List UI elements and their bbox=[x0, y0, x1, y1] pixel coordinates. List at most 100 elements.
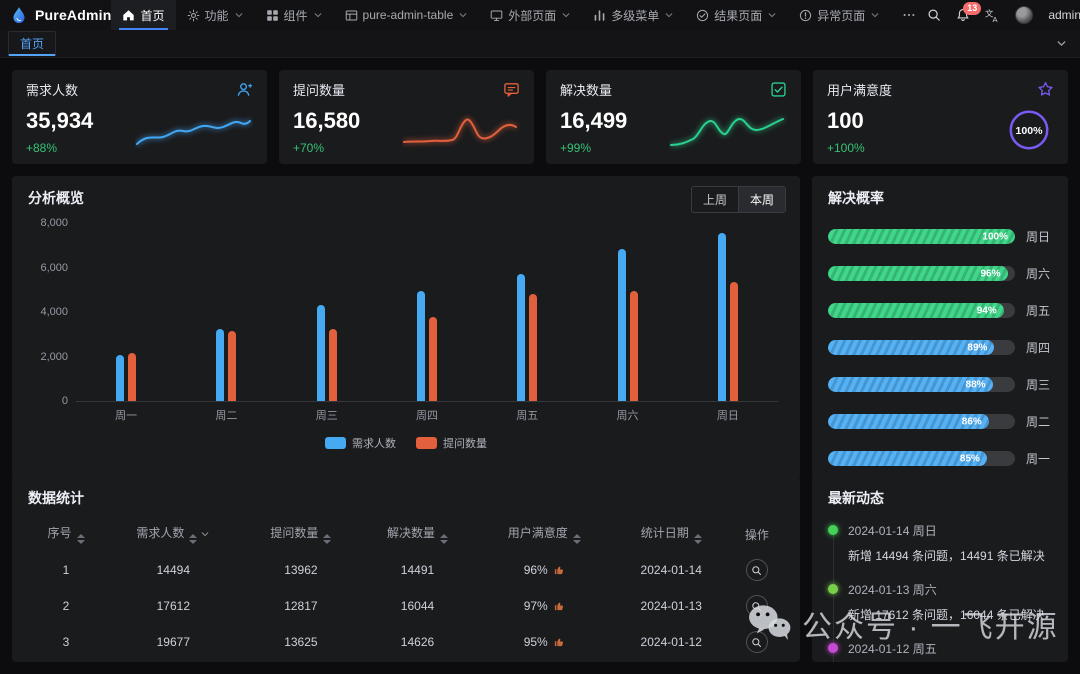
view-row-button[interactable] bbox=[745, 631, 768, 653]
bar-需求人数 bbox=[316, 304, 325, 401]
nav-item-label: 外部页面 bbox=[508, 8, 557, 23]
solve-rate-row-周一: 85% 周一 bbox=[828, 450, 1052, 467]
middle-row: 分析概览 上周 本周 0 2,000 4,000 6,000 8,000 周一 周二 周三 周四… bbox=[12, 176, 1068, 479]
analysis-overview-title: 分析概览 bbox=[28, 190, 84, 206]
magnifier-icon bbox=[751, 565, 762, 576]
stat-card-4: 用户满意度 100 +100% 100% bbox=[813, 70, 1068, 164]
stat-card-1: 需求人数 35,934 +88% bbox=[12, 70, 267, 164]
sort-caret-icon[interactable] bbox=[572, 534, 581, 544]
table-header-解决数量[interactable]: 解决数量 bbox=[359, 516, 476, 552]
timeline-item: 2024-01-14 周日 新增 14494 条问题，14491 条已解决 bbox=[828, 522, 1052, 564]
bar-group-周五 bbox=[517, 224, 538, 401]
progress-fill: 94% bbox=[828, 303, 1004, 318]
satisfaction-gauge: 100% bbox=[1006, 107, 1052, 153]
stat-value: 35,934 bbox=[26, 108, 94, 133]
sort-caret-icon[interactable] bbox=[76, 534, 85, 544]
table-header-需求人数[interactable]: 需求人数 bbox=[104, 516, 243, 552]
sort-caret-icon[interactable] bbox=[439, 534, 448, 544]
bar-group-周日 bbox=[717, 224, 738, 401]
progress-track: 89% bbox=[828, 340, 1015, 355]
tab-home[interactable]: 首页 bbox=[8, 31, 57, 56]
week-toggle-this-week[interactable]: 本周 bbox=[737, 187, 785, 212]
stat-title: 提问数量 bbox=[293, 83, 346, 98]
latest-news-title: 最新动态 bbox=[828, 490, 884, 506]
filter-chevron-down-icon[interactable] bbox=[200, 528, 210, 542]
nav-item-result-pages[interactable]: 结果页面 bbox=[685, 0, 788, 30]
timeline-item: 2024-01-13 周六 新增 17612 条问题，16044 条已解决 bbox=[828, 581, 1052, 623]
table-header-序号[interactable]: 序号 bbox=[28, 516, 104, 552]
tab-menu-chevron-down-icon[interactable] bbox=[1055, 37, 1072, 50]
sort-caret-icon[interactable] bbox=[189, 534, 198, 544]
view-row-button[interactable] bbox=[745, 595, 768, 617]
chevron-down-icon bbox=[313, 10, 323, 20]
check-square-icon bbox=[770, 81, 787, 98]
solve-rate-title: 解决概率 bbox=[828, 190, 884, 206]
legend-item-提问数量[interactable]: 提问数量 bbox=[416, 435, 487, 451]
stat-delta: +88% bbox=[26, 141, 58, 155]
solve-rate-row-周六: 96% 周六 bbox=[828, 265, 1052, 282]
bar-提问数量 bbox=[529, 293, 538, 401]
stat-delta: +100% bbox=[827, 141, 865, 155]
bar-group-周三 bbox=[316, 224, 337, 401]
search-icon[interactable] bbox=[927, 8, 941, 22]
legend-item-需求人数[interactable]: 需求人数 bbox=[325, 435, 396, 451]
analysis-overview-card: 分析概览 上周 本周 0 2,000 4,000 6,000 8,000 周一 周二 周三 周四… bbox=[12, 176, 800, 479]
more-icon bbox=[902, 8, 916, 22]
sort-caret-icon[interactable] bbox=[693, 534, 702, 544]
sort-caret-icon[interactable] bbox=[323, 534, 332, 544]
nav-item-label: 结果页面 bbox=[714, 8, 763, 23]
username[interactable]: admin bbox=[1048, 8, 1080, 22]
thumb-up-icon bbox=[553, 636, 565, 648]
progress-percent: 86% bbox=[961, 416, 982, 427]
table-header-用户满意度[interactable]: 用户满意度 bbox=[476, 516, 613, 552]
stat-title: 用户满意度 bbox=[827, 83, 893, 98]
grid-icon bbox=[266, 9, 279, 22]
nav-item-components[interactable]: 组件 bbox=[255, 0, 334, 30]
solve-rate-row-周四: 89% 周四 bbox=[828, 339, 1052, 356]
notification-badge: 13 bbox=[963, 2, 982, 15]
dashboard-content: 需求人数 35,934 +88% 提问数量 16,580 +70% 解决数量 16,499 +9… bbox=[0, 58, 1080, 674]
bar-需求人数 bbox=[216, 329, 225, 401]
progress-percent: 85% bbox=[959, 453, 980, 464]
table-header-提问数量[interactable]: 提问数量 bbox=[243, 516, 360, 552]
progress-fill: 85% bbox=[828, 451, 987, 466]
timeline-dot bbox=[828, 643, 838, 653]
y-axis-tick: 2,000 bbox=[40, 350, 68, 363]
timeline-item: 2024-01-12 周五新增 19677 条问题，14626 条已解决 bbox=[828, 640, 1052, 662]
bar-需求人数 bbox=[517, 273, 526, 401]
x-axis-label: 周三 bbox=[315, 410, 338, 422]
table-header-统计日期[interactable]: 统计日期 bbox=[613, 516, 730, 552]
nav-item-multi-level-menu[interactable]: 多级菜单 bbox=[582, 0, 685, 30]
nav-item-label: 组件 bbox=[283, 8, 308, 23]
progress-day-label: 周五 bbox=[1026, 304, 1051, 318]
legend-chip bbox=[416, 437, 437, 449]
bar-提问数量 bbox=[128, 353, 137, 401]
stat-title: 解决数量 bbox=[560, 83, 613, 98]
nav-item-label: 多级菜单 bbox=[611, 8, 660, 23]
brand[interactable]: PureAdmin bbox=[10, 6, 111, 24]
progress-track: 88% bbox=[828, 377, 1015, 392]
stat-delta: +99% bbox=[560, 141, 592, 155]
view-row-button[interactable] bbox=[745, 559, 768, 581]
stat-card-3: 解决数量 16,499 +99% bbox=[546, 70, 801, 164]
x-axis-label: 周一 bbox=[115, 410, 138, 422]
avatar[interactable] bbox=[1015, 6, 1034, 24]
nav-item-pure-admin-table[interactable]: pure-admin-table bbox=[334, 0, 480, 30]
nav-item-error-pages[interactable]: 异常页面 bbox=[788, 0, 891, 30]
x-axis-label: 周六 bbox=[616, 410, 639, 422]
nav-item-external-pages[interactable]: 外部页面 bbox=[479, 0, 582, 30]
nav-item-more[interactable] bbox=[891, 0, 927, 30]
data-statistics-card: 数据统计 序号 需求人数 提问数量 解决数量 用户满意度 统计日期 操作 1 14494 139… bbox=[12, 476, 800, 662]
stat-value: 100 bbox=[827, 108, 864, 133]
bar-需求人数 bbox=[717, 232, 726, 401]
nav-item-home[interactable]: 首页 bbox=[111, 0, 176, 30]
trend-sparkline bbox=[135, 108, 253, 156]
bell-icon[interactable]: 13 bbox=[956, 2, 982, 22]
progress-percent: 94% bbox=[976, 305, 997, 316]
bottom-row: 数据统计 序号 需求人数 提问数量 解决数量 用户满意度 统计日期 操作 1 14494 139… bbox=[12, 476, 1068, 662]
timeline-date: 2024-01-14 周日 bbox=[848, 524, 937, 538]
nav-item-features[interactable]: 功能 bbox=[176, 0, 255, 30]
monitor-icon bbox=[490, 9, 503, 22]
week-toggle-last-week[interactable]: 上周 bbox=[691, 187, 738, 212]
